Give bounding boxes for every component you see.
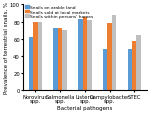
Bar (33, 22, 38, 91)
Y-axis label: Prevalence of terrestrial snails, %: Prevalence of terrestrial snails, % (3, 2, 8, 94)
Bar (83, 18, 87, 91)
Bar (38, 22, 42, 91)
Bar (87, 21, 92, 91)
Bar (132, 42, 136, 91)
X-axis label: Bacterial pathogens: Bacterial pathogens (57, 105, 112, 110)
Bar (54, 28, 58, 91)
Bar (29, 38, 33, 91)
Legend: Snails on arable land, Snails sold at local markets, Snails within persons' home: Snails on arable land, Snails sold at lo… (25, 6, 93, 19)
Bar (112, 16, 116, 91)
Bar (62, 31, 67, 91)
Bar (128, 50, 132, 91)
Bar (58, 28, 62, 91)
Bar (103, 50, 107, 91)
Bar (78, 20, 83, 91)
Bar (136, 35, 141, 91)
Bar (107, 24, 112, 91)
